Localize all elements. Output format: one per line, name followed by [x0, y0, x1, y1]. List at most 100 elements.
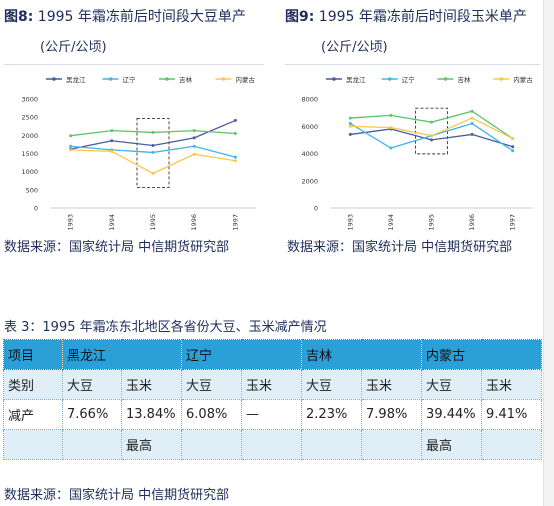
table-cell: 类别: [3, 369, 63, 400]
document-scrollbar[interactable]: [543, 0, 554, 506]
table-cell: 大豆: [301, 369, 363, 400]
data-point: [348, 124, 352, 128]
header-item: 项目: [3, 339, 63, 370]
figure-8-unit: (公斤/公顷): [40, 40, 107, 55]
table-cell: 大豆: [421, 369, 483, 400]
table-cell: 大豆: [62, 369, 122, 400]
y-tick-label: 4000: [301, 150, 318, 158]
data-point: [470, 116, 474, 120]
data-point: [151, 171, 155, 175]
chart-legend: 黑龙江 辽宁 吉林 内蒙古: [46, 75, 256, 84]
table-cell: 玉米: [241, 369, 303, 400]
table-cell: [361, 429, 423, 460]
y-tick-label: 1500: [21, 150, 38, 158]
x-tick-label: 1994: [108, 214, 116, 231]
legend-marker: [387, 77, 392, 81]
figure-8-chart: 黑龙江 辽宁 吉林 内蒙古 0 500 1000 1500 2000 2500 3000 1993 19…: [4, 64, 264, 231]
figure-8-title: 图8: 1995 年霜冻前后时间段大豆单产: [4, 6, 246, 26]
legend-label: 辽宁: [123, 75, 137, 84]
figure-8-title-text: 1995 年霜冻前后时间段大豆单产: [37, 9, 246, 25]
x-tick-label: 1997: [231, 214, 239, 231]
table-row-reduction: 减产 7.66% 13.84% 6.08% — 2.23% 7.98% 39.4…: [3, 399, 543, 430]
data-point: [470, 109, 474, 113]
data-point: [110, 149, 114, 153]
header-jilin: 吉林: [301, 339, 423, 370]
x-tick-label: 1995: [428, 214, 436, 231]
x-tick-label: 1997: [509, 214, 517, 231]
table-cell: 大豆: [181, 369, 243, 400]
header-neimenggu: 内蒙古: [421, 339, 543, 370]
table-cell: 6.08%: [181, 399, 243, 430]
table-header-row: 项目 黑龙江 辽宁 吉林 内蒙古: [3, 339, 543, 370]
table-cell: 玉米: [481, 369, 543, 400]
data-point: [69, 144, 73, 148]
table-cell: 最高: [421, 429, 483, 460]
table-cell: 2.23%: [301, 399, 363, 430]
data-point: [69, 134, 73, 138]
y-tick-label: 8000: [301, 96, 318, 104]
figure-9-number: 图9:: [285, 9, 315, 25]
legend-label: 内蒙古: [236, 75, 256, 84]
data-point: [511, 137, 515, 141]
table-cell: —: [241, 399, 303, 430]
legend-label: 吉林: [458, 75, 472, 84]
table-cell: 玉米: [361, 369, 423, 400]
figure-9-chart-svg: 黑龙江 辽宁 吉林 内蒙古 0 2000 4000 6000 8000 1993 1994 1995 1…: [301, 75, 533, 231]
table-row-extra: 最高 最高: [3, 429, 543, 460]
table-cell: [62, 429, 122, 460]
table-cell: 减产: [3, 399, 63, 430]
legend-marker: [221, 77, 226, 81]
figure-8-number: 图8:: [4, 9, 34, 25]
data-point: [348, 132, 352, 136]
data-point: [233, 132, 237, 136]
legend-marker: [165, 77, 169, 81]
y-tick-label: 6000: [301, 123, 318, 131]
table-cell: [301, 429, 363, 460]
data-point: [151, 150, 155, 154]
data-point: [110, 139, 114, 143]
data-point: [430, 134, 433, 138]
chart-legend: 黑龙江 辽宁 吉林 内蒙古: [326, 75, 533, 84]
data-point: [348, 116, 352, 120]
y-tick-label: 2000: [301, 177, 318, 185]
data-point: [348, 122, 352, 126]
table-row-category: 类别 大豆 玉米 大豆 玉米 大豆 玉米 大豆 玉米: [3, 369, 543, 400]
y-tick-label: 1000: [21, 168, 38, 176]
figure-9-unit: (公斤/公顷): [321, 40, 388, 55]
legend-marker: [52, 77, 56, 81]
data-point: [511, 149, 515, 153]
legend-marker: [499, 77, 504, 81]
figure-8-source: 数据来源：国家统计局 中信期货研究部: [4, 240, 230, 255]
figure-9-title-text: 1995 年霜冻前后时间段玉米单产: [318, 9, 527, 25]
table-cell: 39.44%: [421, 399, 483, 430]
figure-8-chart-svg: 黑龙江 辽宁 吉林 内蒙古 0 500 1000 1500 2000 2500 3000 1993 19…: [21, 75, 256, 231]
y-tick-label: 3000: [21, 96, 38, 104]
table-source: 数据来源：国家统计局 中信期货研究部: [4, 488, 230, 503]
figure-9-source: 数据来源：国家统计局 中信期货研究部: [287, 240, 513, 255]
y-tick-label: 500: [26, 186, 38, 194]
table-cell: 13.84%: [120, 399, 183, 430]
y-tick-label: 2000: [21, 132, 38, 140]
data-point: [233, 118, 237, 122]
table-cell: [181, 429, 243, 460]
header-heilongjiang: 黑龙江: [61, 339, 183, 370]
data-point: [430, 120, 433, 124]
table-cell: 9.41%: [481, 399, 543, 430]
table-cell: [3, 429, 63, 460]
legend-label: 内蒙古: [513, 75, 533, 84]
figure-9-chart: 黑龙江 辽宁 吉林 内蒙古 0 2000 4000 6000 8000 1993 1994 1995 1…: [285, 64, 540, 231]
table-cell: [241, 429, 303, 460]
x-tick-label: 1994: [387, 214, 395, 231]
data-point: [151, 130, 155, 134]
data-point: [110, 129, 114, 133]
data-point: [389, 146, 393, 150]
data-point: [511, 145, 515, 149]
x-tick-label: 1993: [346, 214, 354, 231]
legend-marker: [108, 77, 113, 81]
y-tick-label: 0: [314, 205, 318, 213]
table-cell: 7.66%: [62, 399, 122, 430]
legend-marker: [332, 77, 336, 81]
y-tick-label: 0: [34, 205, 38, 213]
legend-label: 吉林: [179, 75, 193, 84]
x-tick-label: 1996: [190, 214, 198, 231]
